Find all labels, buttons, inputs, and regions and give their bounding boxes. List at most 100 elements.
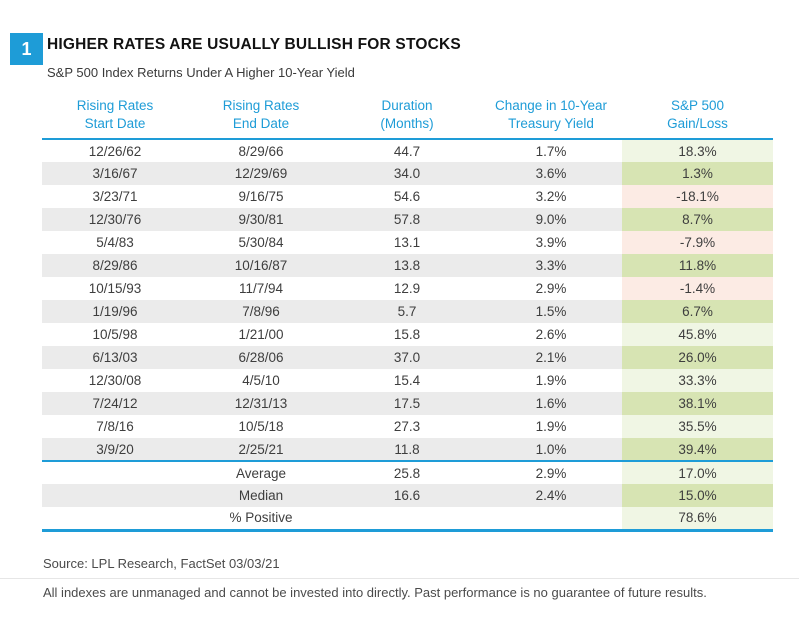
gain-cell: -7.9% xyxy=(622,231,773,254)
table-row: 10/15/93 11/7/94 12.9 2.9% -1.4% xyxy=(42,277,773,300)
gain-cell: 38.1% xyxy=(622,392,773,415)
column-header-line1: Rising Rates xyxy=(76,98,154,113)
start-date-cell: 12/26/62 xyxy=(88,143,142,159)
end-date-cell: 5/30/84 xyxy=(238,235,284,250)
gain-cell: 17.0% xyxy=(622,461,773,484)
start-date-cell: 6/13/03 xyxy=(92,350,138,365)
summary-empty-cell xyxy=(42,484,188,507)
yield-change-cell: 3.3% xyxy=(535,258,567,273)
yield-change-cell: 1.6% xyxy=(535,396,567,411)
summary-row: Median 16.6 2.4% 15.0% xyxy=(42,484,773,507)
column-header-2: Rising Rates End Date xyxy=(188,95,334,140)
end-date-cell: 9/30/81 xyxy=(238,212,284,227)
start-date-cell: 3/16/67 xyxy=(92,166,138,181)
duration-cell: 54.6 xyxy=(393,189,421,204)
table-row: 12/26/62 8/29/66 44.7 1.7% 18.3% xyxy=(42,139,773,162)
column-header-line2: End Date xyxy=(232,116,290,131)
column-header-4: Change in 10-Year Treasury Yield xyxy=(480,95,622,140)
end-date-cell: 12/31/13 xyxy=(234,396,288,411)
yield-change-cell: 1.5% xyxy=(535,304,567,319)
start-date-cell: 8/29/86 xyxy=(92,258,138,273)
duration-cell: 5.7 xyxy=(397,304,417,319)
column-header-line2: Start Date xyxy=(84,116,146,131)
start-date-cell: 1/19/96 xyxy=(92,304,138,319)
gain-cell: 18.3% xyxy=(622,139,773,162)
gain-cell: 33.3% xyxy=(622,369,773,392)
start-date-cell: 12/30/76 xyxy=(88,212,142,227)
end-date-cell: 6/28/06 xyxy=(238,350,284,365)
gain-cell: 26.0% xyxy=(622,346,773,369)
start-date-cell: 3/9/20 xyxy=(42,438,188,462)
figure-number-badge: 1 xyxy=(10,33,43,65)
duration-cell: 37.0 xyxy=(393,350,421,365)
duration-cell: 17.5 xyxy=(393,396,421,411)
table-row: 12/30/76 9/30/81 57.8 9.0% 8.7% xyxy=(42,208,773,231)
start-date-cell: 7/24/12 xyxy=(92,396,138,411)
table-row: 6/13/03 6/28/06 37.0 2.1% 26.0% xyxy=(42,346,773,369)
column-header-line2: Gain/Loss xyxy=(667,116,728,131)
summary-label-cell: Median xyxy=(238,488,284,503)
gain-cell: 11.8% xyxy=(622,254,773,277)
summary-row: Average 25.8 2.9% 17.0% xyxy=(42,461,773,484)
end-date-cell: 10/5/18 xyxy=(238,419,284,434)
duration-cell: 13.8 xyxy=(393,258,421,273)
yield-change-cell: 2.9% xyxy=(535,465,567,481)
column-header-1: Rising Rates Start Date xyxy=(42,95,188,140)
end-date-cell: 11/7/94 xyxy=(238,281,284,296)
start-date-cell: 3/23/71 xyxy=(92,189,138,204)
column-header-line1: Duration xyxy=(381,98,433,113)
yield-change-cell: 3.2% xyxy=(535,189,567,204)
duration-cell: 15.4 xyxy=(393,373,421,388)
duration-cell: 27.3 xyxy=(393,419,421,434)
column-header-5: S&P 500 Gain/Loss xyxy=(622,95,773,140)
yield-change-cell: 1.9% xyxy=(535,373,567,388)
start-date-cell: 7/8/16 xyxy=(96,419,134,434)
gain-cell: 15.0% xyxy=(622,484,773,507)
table-row: 7/24/12 12/31/13 17.5 1.6% 38.1% xyxy=(42,392,773,415)
gain-cell: 35.5% xyxy=(622,415,773,438)
table-row: 3/23/71 9/16/75 54.6 3.2% -18.1% xyxy=(42,185,773,208)
footer-divider xyxy=(0,578,799,579)
start-date-cell: 12/30/08 xyxy=(88,373,142,388)
summary-label-cell: % Positive xyxy=(188,507,334,532)
yield-change-cell: 2.9% xyxy=(535,281,567,296)
column-header-line1: Change in 10-Year xyxy=(494,98,608,113)
duration-cell: 13.1 xyxy=(393,235,421,250)
yield-change-cell: 1.0% xyxy=(480,438,622,462)
gain-cell: -18.1% xyxy=(622,185,773,208)
gain-cell: 6.7% xyxy=(622,300,773,323)
gain-cell: 78.6% xyxy=(622,507,773,532)
gain-cell: 45.8% xyxy=(622,323,773,346)
yield-change-cell: 1.9% xyxy=(535,419,567,434)
end-date-cell: 7/8/96 xyxy=(242,304,280,319)
summary-empty-cell xyxy=(42,507,188,532)
gain-cell: 8.7% xyxy=(622,208,773,231)
duration-cell: 12.9 xyxy=(393,281,421,296)
end-date-cell: 8/29/66 xyxy=(238,143,284,159)
gain-cell: 1.3% xyxy=(622,162,773,185)
figure-title: HIGHER RATES ARE USUALLY BULLISH FOR STO… xyxy=(47,36,461,53)
summary-empty-cell xyxy=(42,461,188,484)
duration-cell: 15.8 xyxy=(393,327,421,342)
column-header-3: Duration (Months) xyxy=(334,95,480,140)
table-row: 5/4/83 5/30/84 13.1 3.9% -7.9% xyxy=(42,231,773,254)
column-header-line2: Treasury Yield xyxy=(508,116,594,131)
table-row: 7/8/16 10/5/18 27.3 1.9% 35.5% xyxy=(42,415,773,438)
column-header-line1: Rising Rates xyxy=(222,98,300,113)
duration-cell: 11.8 xyxy=(334,438,480,462)
yield-change-cell: 1.7% xyxy=(535,143,567,159)
duration-cell: 16.6 xyxy=(393,488,421,503)
start-date-cell: 10/5/98 xyxy=(92,327,138,342)
yield-change-cell xyxy=(480,507,622,532)
table-row: 10/5/98 1/21/00 15.8 2.6% 45.8% xyxy=(42,323,773,346)
end-date-cell: 12/29/69 xyxy=(234,166,288,181)
table-header-row: Rising Rates Start Date Rising Rates End Da… xyxy=(42,95,773,140)
summary-label-cell: Average xyxy=(235,465,287,481)
table-summary: Average 25.8 2.9% 17.0% Median 16.6 2.4% 15.0%%… xyxy=(42,461,773,532)
end-date-cell: 10/16/87 xyxy=(234,258,288,273)
yield-change-cell: 2.6% xyxy=(535,327,567,342)
column-header-line1: S&P 500 xyxy=(670,98,725,113)
duration-cell: 25.8 xyxy=(393,465,421,481)
table-row: 3/16/67 12/29/69 34.0 3.6% 1.3% xyxy=(42,162,773,185)
start-date-cell: 10/15/93 xyxy=(88,281,142,296)
